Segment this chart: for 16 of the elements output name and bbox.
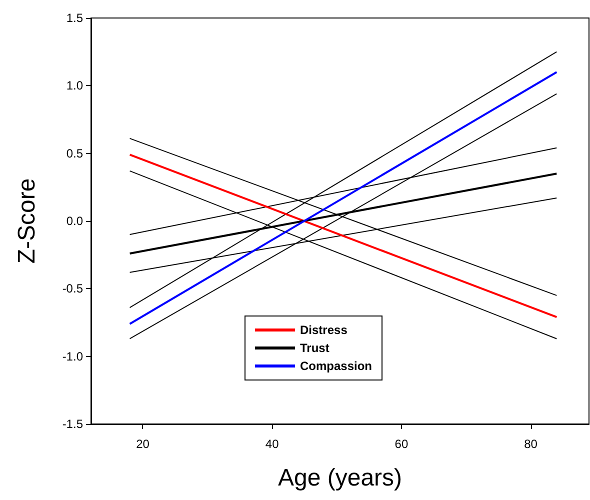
y-tick-label: -1.5 xyxy=(62,417,84,431)
x-axis-title: Age (years) xyxy=(278,464,402,492)
legend-label: Compassion xyxy=(300,359,372,373)
legend-label: Distress xyxy=(300,323,348,337)
legend-label: Trust xyxy=(300,341,330,355)
y-tick-label: 0.5 xyxy=(66,146,84,160)
x-tick-label: 60 xyxy=(394,437,408,451)
y-tick-label: 1.5 xyxy=(66,11,84,25)
y-tick-label: 0.0 xyxy=(66,214,84,228)
y-tick-label: 1.0 xyxy=(66,78,84,93)
x-tick-label: 20 xyxy=(136,437,150,451)
x-tick-label: 40 xyxy=(265,437,280,451)
x-tick-label: 80 xyxy=(524,437,538,451)
y-tick-label: -0.5 xyxy=(62,282,84,296)
y-tick-label: -1.0 xyxy=(62,349,84,364)
y-axis-title: Z-Score xyxy=(14,178,40,264)
